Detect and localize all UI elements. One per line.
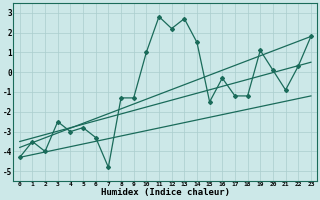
- X-axis label: Humidex (Indice chaleur): Humidex (Indice chaleur): [101, 188, 230, 197]
